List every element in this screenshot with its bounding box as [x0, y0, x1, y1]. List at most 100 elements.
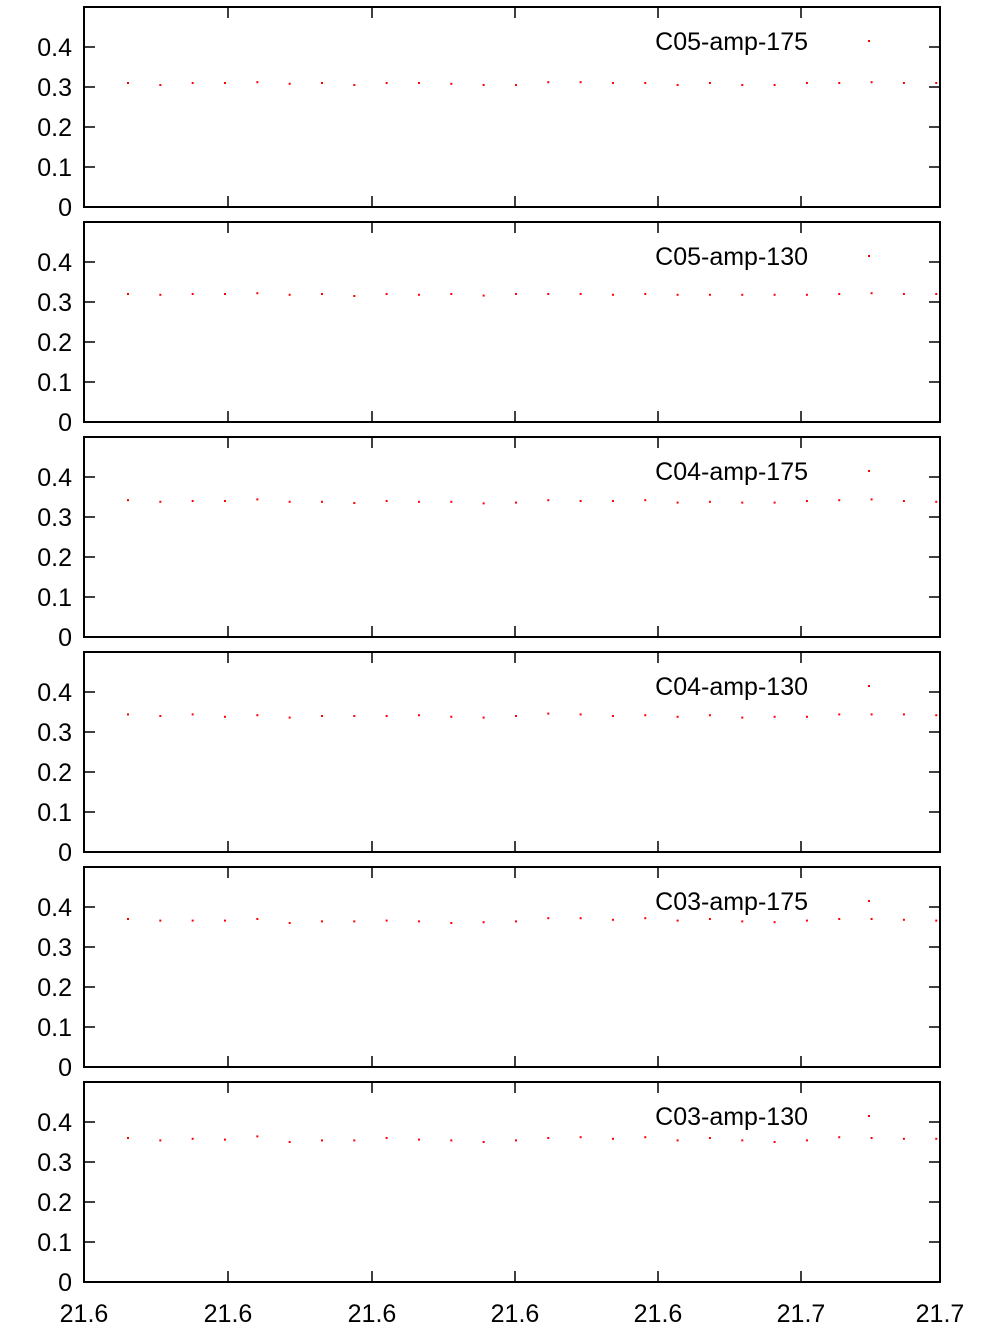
legend-label: C04-amp-175	[655, 458, 808, 486]
data-point	[320, 1139, 323, 1142]
data-point	[159, 293, 162, 296]
data-point	[935, 1137, 938, 1140]
data-point	[417, 500, 420, 503]
data-point	[514, 715, 517, 717]
y-tick-label: 0.2	[37, 759, 72, 787]
y-tick-label: 0.1	[37, 799, 72, 827]
y-tick-label: 0.2	[37, 974, 72, 1002]
data-point	[579, 1136, 582, 1139]
data-point	[870, 292, 873, 295]
data-point	[547, 712, 550, 715]
data-point	[902, 500, 905, 502]
data-point	[676, 293, 679, 296]
data-point	[127, 499, 129, 502]
y-tick-label: 0	[58, 194, 72, 222]
x-tick-label: 21.6	[348, 1300, 397, 1328]
data-point	[191, 293, 194, 295]
data-point	[288, 1141, 291, 1143]
y-tick-label: 0.4	[37, 894, 72, 922]
data-point	[644, 293, 647, 295]
x-tick-label: 21.6	[204, 1300, 253, 1328]
data-point	[385, 500, 388, 502]
data-point	[256, 1135, 259, 1138]
legend-marker	[868, 1115, 870, 1117]
data-point	[127, 713, 129, 716]
data-point	[773, 84, 776, 86]
data-point	[482, 921, 485, 924]
data-point	[676, 919, 679, 922]
data-point	[385, 293, 388, 295]
data-point	[838, 1136, 841, 1139]
data-point	[611, 293, 614, 296]
data-point	[385, 715, 388, 717]
data-point	[288, 716, 291, 719]
data-point	[547, 81, 550, 84]
data-point	[676, 501, 679, 504]
data-point	[611, 82, 614, 84]
x-tick-label: 21.6	[60, 1300, 109, 1328]
data-point	[547, 1137, 550, 1139]
chart-panel-2: 0 0.1 0.2 0.3 0.4 C05-amp-130	[37, 221, 941, 437]
y-tick-label: 0.3	[37, 934, 72, 962]
data-point	[353, 295, 356, 297]
data-point	[482, 716, 485, 719]
chart-panel-3: 0 0.1 0.2 0.3 0.4 C04-amp-175	[37, 436, 941, 652]
data-point	[159, 500, 162, 503]
data-point	[676, 715, 679, 718]
y-tick-label: 0.1	[37, 1229, 72, 1257]
data-point	[514, 293, 517, 295]
legend-label: C03-amp-175	[655, 888, 808, 916]
data-point	[547, 293, 550, 295]
data-point	[838, 918, 841, 920]
data-point	[191, 1137, 194, 1140]
y-tick-label: 0.4	[37, 34, 72, 62]
legend-label: C05-amp-175	[655, 28, 808, 56]
data-point	[417, 920, 420, 923]
data-point	[417, 82, 420, 84]
data-point	[353, 1139, 356, 1142]
data-point	[579, 500, 582, 502]
legend-marker	[868, 470, 870, 472]
data-point	[353, 920, 356, 923]
data-point	[353, 502, 356, 504]
data-point	[127, 1137, 129, 1139]
data-point	[417, 1138, 420, 1141]
x-tick-label: 21.7	[916, 1300, 965, 1328]
y-tick-label: 0.1	[37, 584, 72, 612]
data-point	[385, 919, 388, 922]
data-point	[417, 714, 420, 717]
data-point	[611, 715, 614, 717]
data-point	[611, 500, 614, 502]
data-point	[256, 918, 259, 920]
chart-panel-6: 0 0.1 0.2 0.3 0.4 C03-amp-130	[37, 1081, 941, 1297]
legend-marker	[868, 255, 870, 257]
data-point	[223, 500, 226, 502]
legend-label: C05-amp-130	[655, 243, 808, 271]
data-point	[482, 294, 485, 297]
chart-panel-4: 0 0.1 0.2 0.3 0.4 C04-amp-130	[37, 651, 941, 867]
plot-frame	[83, 6, 941, 208]
data-point	[773, 1141, 776, 1143]
data-point	[644, 714, 647, 717]
legend-marker	[868, 40, 870, 42]
data-point	[870, 1137, 873, 1139]
data-point	[288, 500, 291, 503]
data-point	[579, 293, 582, 295]
data-point	[708, 1137, 711, 1139]
data-point	[644, 82, 647, 84]
data-point	[320, 293, 323, 295]
data-point	[223, 82, 226, 84]
data-point	[450, 82, 453, 85]
y-tick-label: 0.4	[37, 1109, 72, 1137]
data-point	[773, 921, 776, 924]
data-point	[191, 500, 194, 502]
data-point	[870, 713, 873, 716]
data-point	[741, 84, 744, 86]
data-point	[385, 82, 388, 84]
data-point	[127, 82, 129, 84]
y-tick-label: 0.4	[37, 679, 72, 707]
data-point	[902, 713, 905, 716]
data-point	[838, 713, 841, 716]
data-point	[741, 1139, 744, 1142]
data-point	[450, 922, 453, 924]
